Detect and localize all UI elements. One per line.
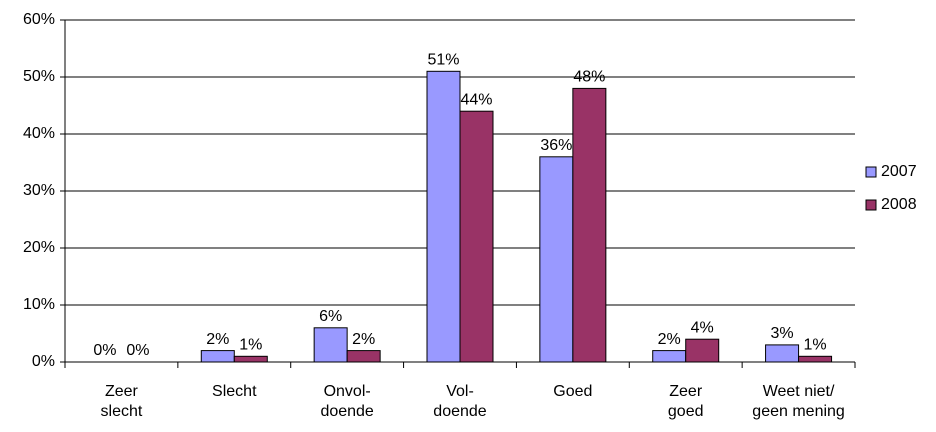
bar bbox=[459, 110, 494, 363]
value-label: 48% bbox=[573, 69, 605, 86]
x-tick-label: Weet niet/ geen mening bbox=[752, 383, 845, 420]
value-label: 3% bbox=[771, 325, 794, 342]
y-tick-label: 40% bbox=[23, 125, 55, 142]
y-tick-label: 10% bbox=[23, 296, 55, 313]
bar bbox=[685, 338, 720, 363]
bar bbox=[765, 344, 800, 363]
y-tick-label: 30% bbox=[23, 182, 55, 199]
value-label: 2% bbox=[658, 331, 681, 348]
y-tick-label: 50% bbox=[23, 68, 55, 85]
x-tick-label: Zeer goed bbox=[667, 383, 704, 420]
value-label: 4% bbox=[691, 319, 714, 336]
value-label: 2% bbox=[352, 331, 375, 348]
bar bbox=[426, 70, 461, 363]
value-label: 44% bbox=[460, 91, 492, 108]
x-tick-label: Slecht bbox=[212, 383, 257, 400]
bar bbox=[652, 350, 687, 363]
bar bbox=[313, 327, 348, 363]
x-tick-label: Vol- doende bbox=[433, 383, 487, 420]
bar bbox=[346, 350, 381, 363]
y-tick-label: 0% bbox=[32, 353, 55, 370]
legend-swatch bbox=[865, 166, 877, 178]
legend-swatch bbox=[865, 199, 877, 211]
value-label: 2% bbox=[206, 331, 229, 348]
bar bbox=[200, 350, 235, 363]
value-label: 36% bbox=[540, 137, 572, 154]
legend-label: 2007 bbox=[881, 163, 917, 180]
y-tick-label: 60% bbox=[23, 11, 55, 28]
x-tick-label: Goed bbox=[553, 383, 593, 400]
bar bbox=[233, 355, 268, 363]
x-tick-label: Zeer slecht bbox=[100, 383, 143, 420]
value-label: 6% bbox=[319, 308, 342, 325]
value-label: 1% bbox=[239, 337, 262, 354]
legend-label: 2008 bbox=[881, 196, 917, 213]
bar bbox=[572, 87, 607, 363]
bar bbox=[798, 355, 833, 363]
bar bbox=[539, 156, 574, 363]
value-label: 0% bbox=[93, 342, 116, 359]
value-label: 51% bbox=[427, 52, 459, 69]
value-label: 0% bbox=[126, 342, 149, 359]
x-tick-label: Onvol- doende bbox=[320, 383, 374, 420]
value-label: 1% bbox=[804, 337, 827, 354]
y-tick-label: 20% bbox=[23, 239, 55, 256]
